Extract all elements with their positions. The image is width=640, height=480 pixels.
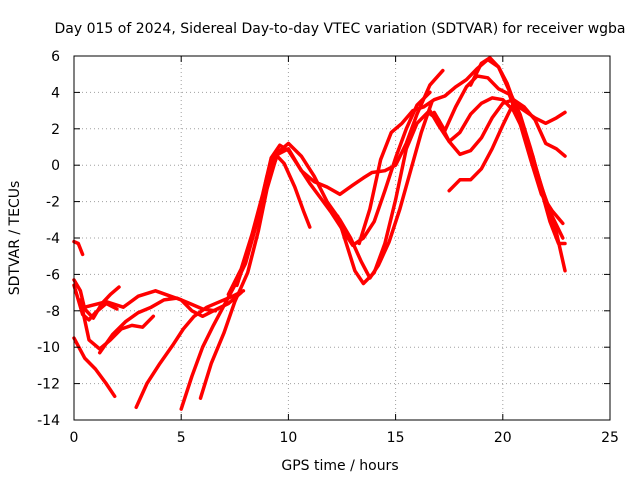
data-series bbox=[72, 56, 567, 411]
series-sat-16 bbox=[447, 101, 567, 193]
y-tick-label: -2 bbox=[46, 195, 60, 211]
x-axis-label: GPS time / hours bbox=[281, 458, 398, 474]
series-sat-11 bbox=[226, 90, 432, 297]
series-sat-5 bbox=[78, 298, 156, 351]
y-tick-label: -10 bbox=[37, 340, 60, 356]
x-tick-label: 20 bbox=[494, 430, 512, 446]
series-sat-18 bbox=[432, 74, 565, 226]
axis-ticks: 0 5 10 15 20 25 -14 -12 -10 -8 -6 -4 -2 0 2 4 6 bbox=[37, 49, 619, 446]
x-tick-label: 0 bbox=[70, 430, 79, 446]
grid-lines bbox=[74, 56, 610, 420]
series-sat-7 bbox=[97, 296, 218, 355]
x-tick-label: 15 bbox=[387, 430, 405, 446]
chart-title: Day 015 of 2024, Sidereal Day-to-day VTE… bbox=[54, 21, 625, 37]
y-axis-label: SDTVAR / TECUs bbox=[7, 181, 23, 296]
x-tick-label: 5 bbox=[177, 430, 186, 446]
y-tick-label: -4 bbox=[46, 231, 60, 247]
y-tick-label: 4 bbox=[51, 85, 60, 101]
series-sat-2 bbox=[72, 239, 85, 257]
y-tick-label: -12 bbox=[37, 377, 60, 393]
series-sat-1 bbox=[72, 278, 121, 320]
series-sat-9 bbox=[179, 68, 445, 411]
y-tick-label: 0 bbox=[51, 158, 60, 174]
y-tick-label: -14 bbox=[37, 413, 60, 429]
y-tick-label: -6 bbox=[46, 267, 60, 283]
series-sat-15 bbox=[428, 97, 567, 158]
x-tick-label: 25 bbox=[601, 430, 619, 446]
y-tick-label: -8 bbox=[46, 304, 60, 320]
series-sat-12 bbox=[235, 152, 312, 288]
x-tick-label: 10 bbox=[279, 430, 297, 446]
y-tick-label: 6 bbox=[51, 49, 60, 65]
series-sat-4 bbox=[72, 336, 117, 399]
series-sat-10 bbox=[198, 99, 434, 400]
y-tick-label: 2 bbox=[51, 122, 60, 138]
